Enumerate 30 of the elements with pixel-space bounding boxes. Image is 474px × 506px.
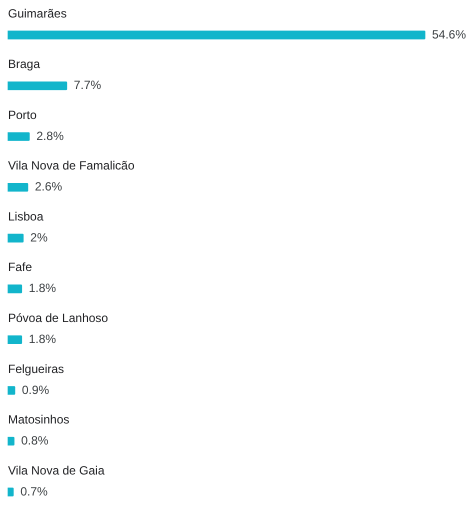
data-label: 0.9% xyxy=(22,382,50,397)
y-tick-label: Felgueiras xyxy=(8,362,64,376)
y-tick-label: Braga xyxy=(8,57,40,72)
bar xyxy=(8,488,14,496)
y-tick-label: Vila Nova de Gaia xyxy=(8,463,105,478)
bar xyxy=(8,30,426,40)
y-tick-label: Porto xyxy=(8,108,38,122)
data-label: 2.8% xyxy=(36,128,64,143)
bar xyxy=(8,335,22,344)
y-tick-label: Guimarães xyxy=(8,6,67,20)
bar xyxy=(8,132,30,141)
data-label: 54.6% xyxy=(432,27,466,42)
bar xyxy=(8,436,14,446)
data-label: 2% xyxy=(30,230,48,244)
bar xyxy=(8,284,22,294)
bar xyxy=(8,183,28,192)
data-label: 1.8% xyxy=(28,332,56,346)
y-tick-label: Vila Nova de Famalicão xyxy=(8,158,135,173)
bar xyxy=(8,386,16,395)
data-label: 1.8% xyxy=(28,281,56,296)
data-label: 0.8% xyxy=(21,434,49,448)
bar xyxy=(8,234,24,242)
data-label: 7.7% xyxy=(74,78,102,92)
y-tick-label: Matosinhos xyxy=(8,412,70,427)
data-label: 2.6% xyxy=(34,180,63,194)
y-tick-label: Fafe xyxy=(8,260,32,274)
data-label: 0.7% xyxy=(20,484,48,498)
bar xyxy=(8,81,68,90)
y-tick-label: Póvoa de Lanhoso xyxy=(8,310,108,325)
y-tick-label: Lisboa xyxy=(8,209,44,224)
